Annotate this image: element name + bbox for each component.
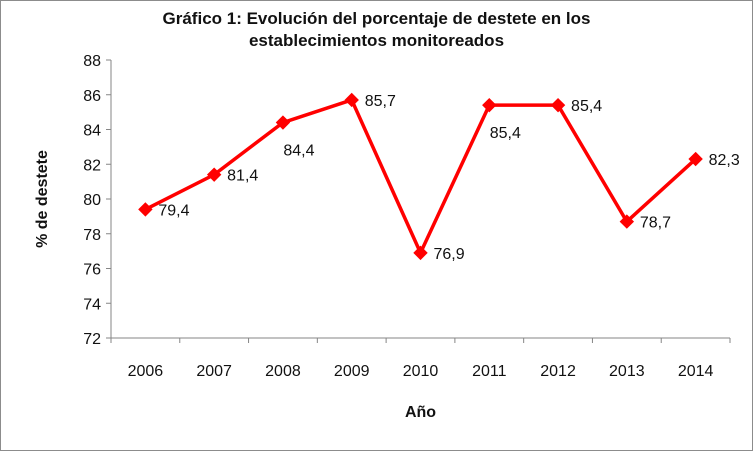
data-point-marker: [550, 97, 566, 113]
data-label: 84,4: [283, 143, 314, 160]
data-point-marker: [206, 167, 222, 182]
data-labels: 79,4 81,4 84,4 85,7 76,9 85,4 85,4 78,7 82,3: [158, 93, 739, 263]
chart-title-line-2: establecimientos monitoreados: [248, 31, 505, 50]
chart-title: Gráfico 1: Evolución del porcentaje de d…: [0, 8, 753, 52]
x-tick-label: 2014: [678, 363, 714, 380]
y-tick-label: 82: [83, 157, 101, 174]
y-tick-label: 78: [83, 227, 101, 244]
x-tick-label: 2012: [540, 363, 576, 380]
y-tick-label: 76: [83, 262, 101, 279]
data-label: 78,7: [640, 215, 671, 232]
x-axis-title: Año: [405, 404, 436, 421]
data-point-marker: [413, 245, 428, 261]
y-tick-label: 80: [83, 192, 101, 209]
data-point-marker: [344, 92, 359, 108]
data-point-marker: [482, 97, 497, 113]
x-tick-label: 2011: [472, 363, 507, 380]
y-tick-label: 74: [83, 296, 101, 313]
y-tick-label: 84: [83, 123, 101, 140]
y-tick-label: 72: [83, 331, 101, 348]
x-tick-label: 2009: [334, 363, 370, 380]
data-point-marker: [138, 202, 153, 217]
y-tick-label: 86: [83, 88, 101, 105]
x-tick-label: 2013: [609, 363, 645, 380]
data-label: 85,7: [365, 93, 396, 110]
y-axis-title: % de destete: [34, 150, 51, 248]
chart-title-line-1: Gráfico 1: Evolución del porcentaje de d…: [162, 9, 591, 28]
data-label: 81,4: [227, 168, 258, 185]
x-tick-label: 2006: [128, 363, 164, 380]
data-label: 82,3: [709, 152, 740, 169]
data-label: 79,4: [158, 202, 189, 219]
x-tick-label: 2007: [196, 363, 232, 380]
data-point-marker: [619, 214, 635, 229]
axes: 72 74 76 78 80 82 84 86 88 2006 2007 2008 2009 2010 20…: [83, 53, 731, 380]
series-layer: [138, 92, 703, 261]
data-label: 85,4: [490, 125, 521, 142]
y-tick-label: 88: [83, 53, 101, 70]
data-label: 85,4: [571, 98, 602, 115]
x-tick-label: 2010: [403, 363, 439, 380]
data-point-marker: [688, 151, 703, 167]
data-label: 76,9: [434, 246, 465, 263]
data-point-marker: [275, 115, 291, 130]
x-tick-label: 2008: [265, 363, 301, 380]
